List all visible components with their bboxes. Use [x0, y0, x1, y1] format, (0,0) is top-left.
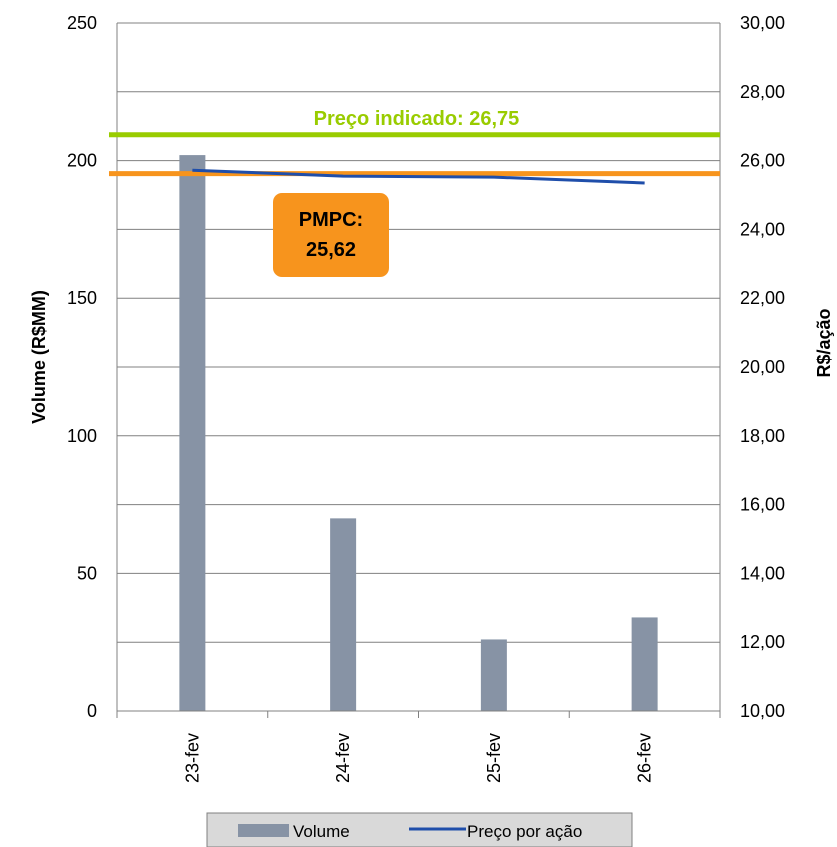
- pmpc-label: 25,62: [306, 239, 356, 261]
- right-tick-label: 28,00: [740, 82, 785, 102]
- price-per-share-line: [192, 168, 645, 185]
- left-tick-label: 250: [67, 13, 97, 33]
- category-label: 26-fev: [635, 733, 655, 783]
- bars: [179, 155, 658, 711]
- right-tick-label: 24,00: [740, 219, 785, 239]
- axis-titles: Volume (R$MM) R$/ação: [29, 290, 834, 424]
- right-tick-label: 22,00: [740, 288, 785, 308]
- right-tick-label: 26,00: [740, 151, 785, 171]
- pmpc-callout-box: [273, 193, 389, 277]
- right-tick-label: 30,00: [740, 13, 785, 33]
- left-tick-label: 0: [87, 701, 97, 721]
- price-line: [192, 168, 645, 185]
- legend-swatch-volume: [238, 824, 289, 837]
- gridlines: [117, 22, 720, 643]
- legend: Volume Preço por ação: [206, 812, 633, 847]
- indicated-price-label: Preço indicado: 26,75: [314, 108, 520, 130]
- right-tick-label: 14,00: [740, 563, 785, 583]
- category-label: 23-fev: [182, 733, 202, 783]
- bar-23-fev: [179, 155, 206, 711]
- left-tick-label: 100: [67, 426, 97, 446]
- bar-24-fev: [330, 518, 357, 711]
- axes: [116, 23, 721, 718]
- left-tick-label: 150: [67, 288, 97, 308]
- tick-labels: 0 50 100 150 200 250 10,00 12,00 14,00 16,00 18,00…: [67, 13, 785, 783]
- right-tick-label: 18,00: [740, 426, 785, 446]
- right-tick-label: 12,00: [740, 632, 785, 652]
- right-axis-title: R$/ação: [814, 308, 834, 377]
- right-tick-label: 16,00: [740, 495, 785, 515]
- left-tick-label: 50: [77, 563, 97, 583]
- bar-26-fev: [631, 617, 658, 711]
- bar-25-fev: [480, 639, 507, 711]
- legend-label-price: Preço por ação: [467, 822, 582, 841]
- left-tick-label: 200: [67, 151, 97, 171]
- right-tick-label: 20,00: [740, 357, 785, 377]
- left-axis-title: Volume (R$MM): [29, 290, 49, 424]
- right-tick-label: 10,00: [740, 701, 785, 721]
- reference-lines: [109, 132, 720, 177]
- pmpc-label: PMPC:: [299, 209, 363, 231]
- legend-label-volume: Volume: [293, 822, 350, 841]
- category-label: 24-fev: [333, 733, 353, 783]
- category-label: 25-fev: [484, 733, 504, 783]
- annotations: Preço indicado: 26,75 PMPC: 25,62: [273, 108, 519, 277]
